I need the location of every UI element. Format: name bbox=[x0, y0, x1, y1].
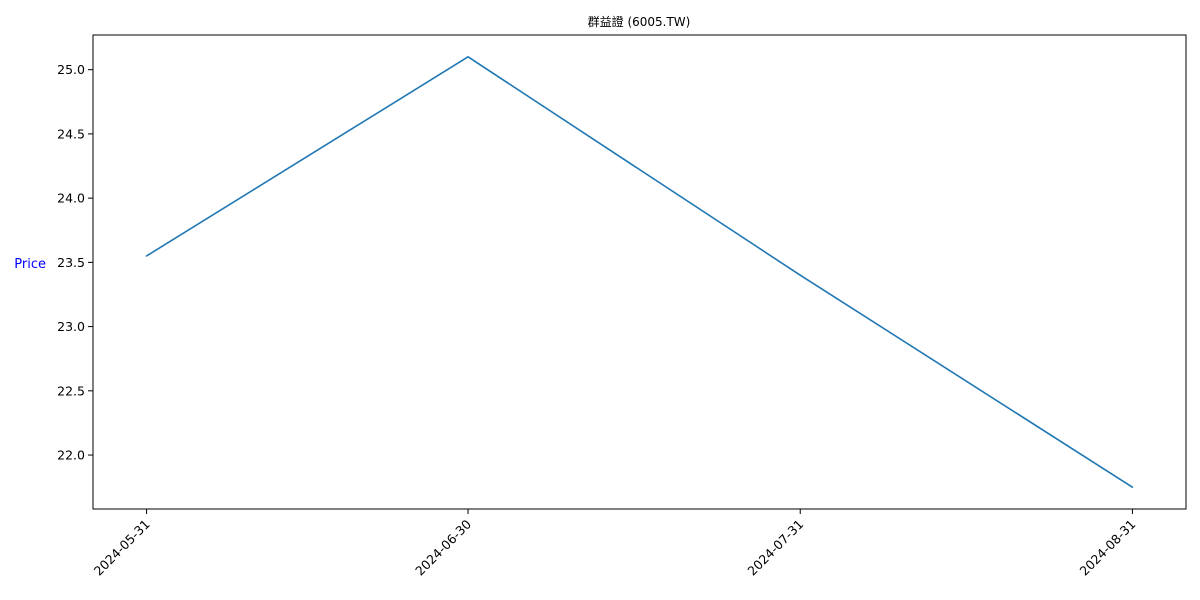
y-tick-label: 24.5 bbox=[57, 126, 85, 141]
x-tick-label: 2024-07-31 bbox=[744, 517, 806, 579]
axes-frame bbox=[92, 34, 1187, 510]
plot-area: 22.0 22.5 23.0 23.5 24.0 24.5 25.0 2024-05-31 20… bbox=[57, 34, 1187, 579]
y-axis-label: Price bbox=[14, 257, 46, 272]
x-tick-label: 2024-08-31 bbox=[1077, 517, 1139, 579]
y-tick-label: 24.0 bbox=[57, 191, 85, 206]
y-tick-label: 23.0 bbox=[57, 319, 85, 334]
x-tick-label: 2024-06-30 bbox=[412, 516, 474, 578]
x-tick-label: 2024-05-31 bbox=[91, 517, 153, 579]
y-tick-label: 22.5 bbox=[57, 383, 85, 398]
y-tick-label: 22.0 bbox=[57, 448, 85, 463]
y-tick-label: 25.0 bbox=[57, 62, 85, 77]
y-tick-label: 23.5 bbox=[57, 255, 85, 270]
series-line-0 bbox=[145, 56, 1134, 488]
chart-title: 群益證 (6005.TW) bbox=[588, 14, 691, 29]
